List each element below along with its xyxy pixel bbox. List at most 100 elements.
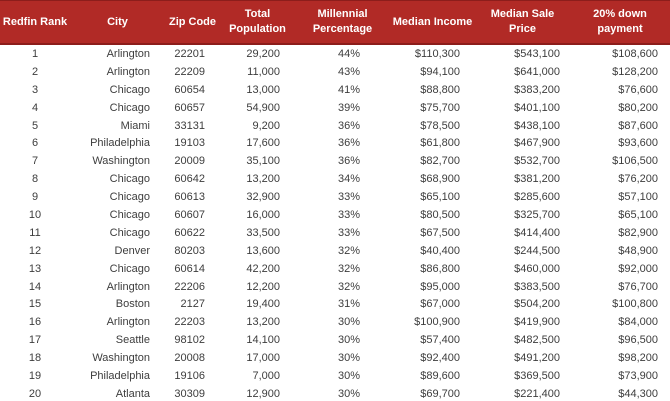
table-cell: 60614 [174, 262, 205, 275]
table-cell: $401,100 [514, 101, 560, 114]
table-cell: 9,200 [252, 119, 280, 132]
table-cell: 60642 [174, 173, 205, 186]
table-cell: Washington [92, 155, 150, 168]
table-cell: 60654 [174, 83, 205, 96]
table-cell: $75,700 [420, 101, 460, 114]
table-cell: 10 [28, 208, 42, 221]
table-cell: 54,900 [246, 101, 280, 114]
table-cell: 41% [337, 83, 360, 96]
header-cell: City [70, 0, 165, 45]
table-cell: Chicago [109, 191, 150, 204]
table-cell: 20 [28, 387, 42, 400]
table-cell: 22203 [174, 316, 205, 329]
table-cell: 12,900 [246, 387, 280, 400]
header-cell: Median Sale Price [475, 0, 570, 45]
table-cell: Philadelphia [90, 137, 150, 150]
table-cell: 11,000 [247, 65, 280, 78]
table-cell: $491,200 [514, 352, 560, 365]
table-row: 4 Chicago 60657 54,900 39% $75,700 $401,100 $80… [0, 99, 670, 117]
table-cell: 11 [29, 226, 41, 239]
table-cell: $543,100 [514, 47, 560, 60]
table-cell: Philadelphia [90, 369, 150, 382]
table-cell: 44% [337, 47, 360, 60]
table-cell: $61,800 [420, 137, 460, 150]
table-cell: Arlington [106, 47, 150, 60]
table-cell: 12,200 [246, 280, 280, 293]
table-cell: $108,600 [612, 47, 658, 60]
table-cell: 22206 [174, 280, 205, 293]
table-cell: 18 [28, 352, 42, 365]
table-cell: $128,200 [612, 65, 658, 78]
table-cell: 29,200 [246, 47, 280, 60]
table-cell: 60613 [174, 191, 205, 204]
table-row: 8 Chicago 60642 13,200 34% $68,900 $381,200 $76… [0, 170, 670, 188]
table-cell: $65,100 [618, 208, 658, 221]
table-cell: $95,000 [420, 280, 460, 293]
table-cell: 17,600 [246, 137, 280, 150]
table-cell: 98102 [174, 334, 205, 347]
table-cell: $67,500 [420, 226, 460, 239]
table-cell: Washington [92, 352, 150, 365]
header-cell: Zip Code [165, 0, 220, 45]
table-cell: $467,900 [514, 137, 560, 150]
table-cell: 39% [337, 101, 360, 114]
table-cell: $78,500 [420, 119, 460, 132]
table-cell: $48,900 [618, 244, 658, 257]
table-cell: $82,700 [420, 155, 460, 168]
table-cell: $244,500 [514, 244, 560, 257]
table-cell: $65,100 [420, 191, 460, 204]
table-cell: $94,100 [420, 65, 460, 78]
table-cell: 17,000 [246, 352, 280, 365]
table-cell: $69,700 [420, 387, 460, 400]
table-cell: 12 [28, 244, 42, 257]
table-cell: 33131 [174, 119, 205, 132]
table-cell: 17 [28, 334, 42, 347]
table-row: 18 Washington 20008 17,000 30% $92,400 $491,20… [0, 349, 670, 367]
table-cell: $100,800 [612, 298, 658, 311]
table-cell: 33% [337, 191, 360, 204]
table-cell: $93,600 [618, 137, 658, 150]
table-header: Redfin Rank City Zip Code Total Population M… [0, 0, 670, 45]
table-cell: $76,700 [618, 280, 658, 293]
table-cell: $67,000 [420, 298, 460, 311]
table-cell: 32,900 [246, 191, 280, 204]
table-cell: 60607 [174, 208, 205, 221]
table-row: 15 Boston 2127 19,400 31% $67,000 $504,200 $100… [0, 295, 670, 313]
table-row: 20 Atlanta 30309 12,900 30% $69,700 $221,400 $4… [0, 385, 670, 401]
table-cell: 33% [337, 208, 360, 221]
table-cell: 22201 [174, 47, 205, 60]
table-cell: Chicago [109, 173, 150, 186]
table-cell: 32% [337, 280, 360, 293]
table-cell: $57,100 [618, 191, 658, 204]
table-cell: 20009 [174, 155, 205, 168]
table-cell: 13,200 [246, 173, 280, 186]
table-cell: $88,800 [420, 83, 460, 96]
header-cell: Median Income [390, 0, 475, 45]
header-cell: Redfin Rank [0, 0, 70, 45]
table-cell: Chicago [109, 208, 150, 221]
table-cell: 31% [337, 298, 360, 311]
table-cell: $82,900 [618, 226, 658, 239]
table-cell: 32% [337, 244, 360, 257]
table-cell: 9 [31, 191, 39, 204]
table-cell: $76,600 [618, 83, 658, 96]
table-cell: Arlington [106, 280, 150, 293]
table-row: 19 Philadelphia 19106 7,000 30% $89,600 $369,5… [0, 367, 670, 385]
table-body: 1 Arlington 22201 29,200 44% $110,300 $543,100… [0, 44, 670, 401]
header-cell: 20% down payment [570, 0, 670, 45]
table-cell: $641,000 [514, 65, 560, 78]
table-cell: 80203 [174, 244, 205, 257]
table-cell: $89,600 [420, 369, 460, 382]
table-cell: Miami [120, 119, 150, 132]
table-row: 7 Washington 20009 35,100 36% $82,700 $532,700… [0, 152, 670, 170]
table-cell: 16 [28, 316, 42, 329]
table-cell: 20008 [174, 352, 205, 365]
table-cell: 3 [31, 83, 39, 96]
table-cell: Arlington [106, 65, 150, 78]
table-cell: Seattle [115, 334, 150, 347]
table-cell: $100,900 [414, 316, 460, 329]
table-cell: 33% [337, 226, 360, 239]
table-row: 5 Miami 33131 9,200 36% $78,500 $438,100 $87,60… [0, 117, 670, 135]
table-cell: $68,900 [420, 173, 460, 186]
table-cell: $285,600 [514, 191, 560, 204]
